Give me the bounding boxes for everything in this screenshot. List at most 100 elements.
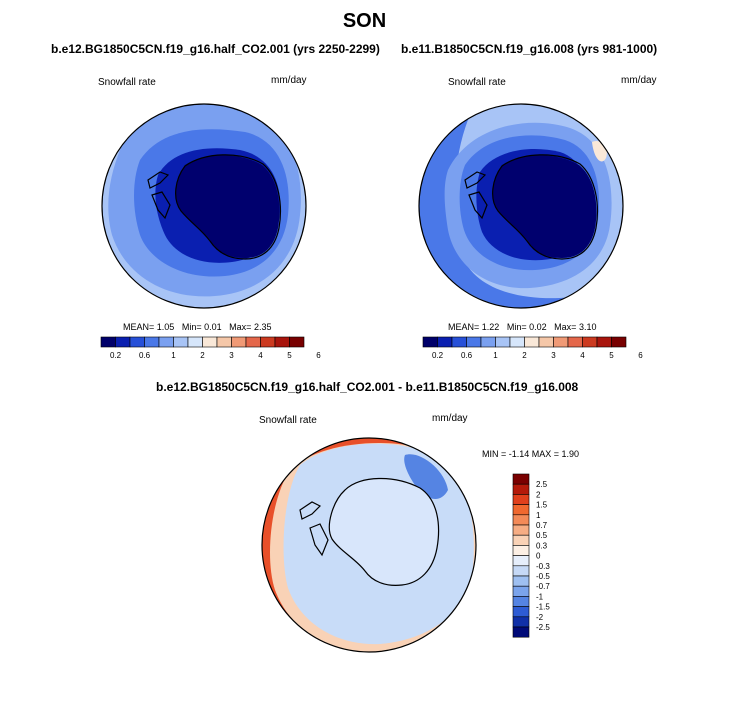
- panel3-colorbar-box: [512, 524, 530, 536]
- panel1-colorbar-box: [274, 336, 290, 348]
- panel3-colorbar: 2.52 1.510.70.50.3 0-0.3-0.5-0.7-1 -1.5-2-2…: [512, 473, 550, 638]
- panel1-colorbar-tick-label: 5: [287, 351, 292, 360]
- panel3-colorbar-tick-label: -2: [536, 613, 544, 622]
- panel1-colorbar-box: [245, 336, 261, 348]
- panel3-coastline: [299, 477, 440, 586]
- panel1-colorbar-box: [100, 336, 116, 348]
- panel1-colorbar-box: [289, 336, 305, 348]
- panel2-colorbar-tick-label: 2: [522, 351, 527, 360]
- panel2-map-border: [418, 103, 624, 309]
- panel1-title: b.e12.BG1850C5CN.f19_g16.half_CO2.001 (y…: [51, 42, 380, 56]
- panel2-colorbar: 0.2 0.6 1 2 3 4 5 6: [422, 336, 643, 360]
- panel3-colorbar-box: [512, 575, 530, 587]
- panel3-colorbar-tick-label: -2.5: [536, 623, 550, 632]
- panel3-colorbar-tick-label: 0: [536, 552, 541, 561]
- panel1-colorbar-tick-label: 4: [258, 351, 263, 360]
- panel1-colorbar-tick-label: 0.6: [139, 351, 151, 360]
- panel2-colorbar-box: [451, 336, 467, 348]
- panel2-units-label: mm/day: [621, 75, 657, 86]
- panel1-colorbar-tick-label: 2: [200, 351, 205, 360]
- panel1-colorbar-tick-label: 3: [229, 351, 234, 360]
- panel3-stats: MIN = -1.14 MAX = 1.90: [482, 449, 580, 459]
- figure-title: SON: [342, 10, 387, 32]
- panel3-colorbar-tick-label: 1: [536, 511, 541, 520]
- panel2-colorbar-box: [582, 336, 598, 348]
- panel2-colorbar-box: [538, 336, 554, 348]
- panel2-polar-map: [419, 104, 623, 308]
- panel3-colorbar-box: [512, 596, 530, 607]
- panel3-colorbar-box: [512, 616, 530, 628]
- panel2-colorbar-box: [524, 336, 540, 348]
- panel2-variable-label: Snowfall rate: [448, 77, 506, 88]
- panel1-colorbar-box: [158, 336, 174, 348]
- panel3-colorbar-box: [512, 565, 530, 577]
- panel3-colorbar-box: [512, 504, 530, 516]
- panel3-colorbar-tick-label: 2.5: [536, 480, 548, 489]
- panel1-colorbar-box: [144, 336, 160, 348]
- panel2-colorbar-box: [611, 336, 627, 348]
- panel2-colorbar-tick-label: 0.6: [461, 351, 473, 360]
- panel2-colorbar-box: [567, 336, 583, 348]
- panel3-colorbar-box: [512, 534, 530, 546]
- panel1-polar-map: [102, 104, 306, 308]
- panel3-colorbar-tick-label: 0.7: [536, 521, 548, 530]
- panel3-colorbar-box: [512, 585, 530, 597]
- panel1-colorbar-box: [216, 336, 232, 348]
- panel1-colorbar-tick-label: 0.2: [110, 351, 122, 360]
- panel2-colorbar-tick-label: 0.2: [432, 351, 444, 360]
- panel1-colorbar-box: [115, 336, 131, 348]
- panel2-colorbar-tick-label: 1: [493, 351, 498, 360]
- panel2-colorbar-box: [480, 336, 496, 348]
- panel3-map-border: [261, 437, 477, 653]
- panel2-colorbar-tick-label: 4: [580, 351, 585, 360]
- panel2-coastline: [464, 154, 599, 260]
- panel3-units-label: mm/day: [432, 413, 468, 424]
- panel1-colorbar-box: [202, 336, 218, 348]
- panel1-variable-label: Snowfall rate: [98, 77, 156, 88]
- panel1-colorbar: 0.2 0.6 1 2 3 4 5 6: [100, 336, 321, 360]
- panel3-colorbar-box: [512, 545, 530, 556]
- panel3-colorbar-box: [512, 606, 530, 618]
- panel3-colorbar-tick-label: -1: [536, 592, 544, 601]
- panel1-colorbar-box: [129, 336, 145, 348]
- panel1-colorbar-tick-label: 6: [316, 351, 321, 360]
- panel1-coastline: [147, 154, 282, 260]
- panel3-colorbar-box: [512, 473, 530, 485]
- panel3-title: b.e12.BG1850C5CN.f19_g16.half_CO2.001 - …: [156, 380, 579, 394]
- panel2-colorbar-tick-label: 3: [551, 351, 556, 360]
- panel3-colorbar-box: [512, 555, 530, 567]
- panel3-colorbar-tick-label: -0.5: [536, 572, 550, 581]
- panel2-colorbar-box: [495, 336, 511, 348]
- panel1-colorbar-box: [231, 336, 247, 348]
- panel3-colorbar-tick-label: -0.7: [536, 582, 550, 591]
- panel3-colorbar-box: [512, 483, 530, 495]
- panel1-map-border: [101, 103, 307, 309]
- panel2-colorbar-tick-label: 6: [638, 351, 643, 360]
- panel2-colorbar-box: [466, 336, 482, 348]
- panel2-colorbar-box: [596, 336, 612, 348]
- panel1-units-label: mm/day: [271, 75, 307, 86]
- panel3-colorbar-tick-label: -1.5: [536, 603, 550, 612]
- panel3-colorbar-tick-label: 0.5: [536, 531, 548, 540]
- panel3-polar-map: [262, 438, 476, 652]
- panel2-colorbar-tick-label: 5: [609, 351, 614, 360]
- panel1-stats: MEAN= 1.05 Min= 0.01 Max= 2.35: [123, 322, 272, 332]
- panel1-colorbar-box: [187, 336, 203, 348]
- panel2-title: b.e11.B1850C5CN.f19_g16.008 (yrs 981-100…: [401, 42, 658, 56]
- panel3-colorbar-tick-label: -0.3: [536, 562, 550, 571]
- panel3-colorbar-tick-label: 1.5: [536, 501, 548, 510]
- panel3-colorbar-box: [512, 626, 530, 638]
- panel1-colorbar-box: [173, 336, 189, 348]
- panel1-colorbar-tick-label: 1: [171, 351, 176, 360]
- panel2-colorbar-box: [553, 336, 569, 348]
- panel3-variable-label: Snowfall rate: [259, 415, 317, 426]
- panel1-colorbar-box: [260, 336, 276, 348]
- panel2-colorbar-box: [437, 336, 453, 348]
- panel2-colorbar-box: [509, 336, 525, 348]
- panel2-stats: MEAN= 1.22 Min= 0.02 Max= 3.10: [448, 322, 597, 332]
- panel3-colorbar-box: [512, 514, 530, 526]
- panel3-colorbar-tick-label: 2: [536, 490, 541, 499]
- panel3-colorbar-box: [512, 494, 530, 505]
- panel3-colorbar-tick-label: 0.3: [536, 541, 548, 550]
